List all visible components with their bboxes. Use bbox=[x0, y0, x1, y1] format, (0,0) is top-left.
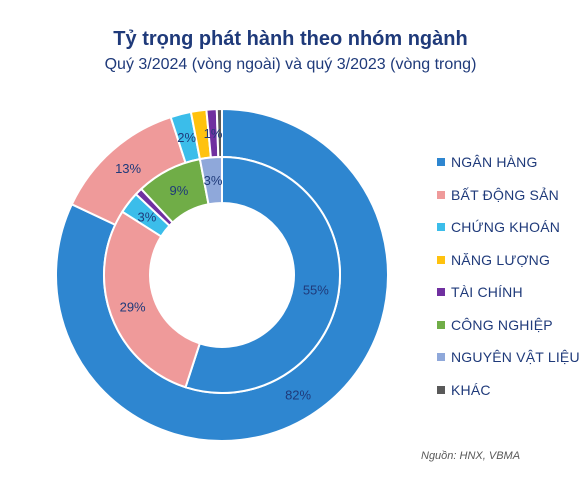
legend-swatch bbox=[437, 288, 445, 297]
legend-label: KHÁC bbox=[451, 381, 491, 398]
legend-item-cong-nghiep: CÔNG NGHIỆP bbox=[437, 309, 580, 342]
legend-label: BẤT ĐỘNG SẢN bbox=[451, 186, 559, 203]
chart-legend: NGÂN HÀNG BẤT ĐỘNG SẢN CHỨNG KHOÁN NĂNG LƯỢ… bbox=[437, 146, 580, 406]
legend-swatch bbox=[437, 158, 445, 167]
outer-label-bat-dong-san: 13% bbox=[115, 161, 141, 176]
legend-label: NĂNG LƯỢNG bbox=[451, 251, 551, 268]
legend-label: TÀI CHÍNH bbox=[451, 284, 523, 301]
legend-item-nguyen-vat-lieu: NGUYÊN VẬT LIỆU bbox=[437, 341, 580, 374]
inner-slice-ngan-hang bbox=[184, 155, 341, 394]
legend-item-ngan-hang: NGÂN HÀNG bbox=[437, 146, 580, 179]
legend-label: NGUYÊN VẬT LIỆU bbox=[451, 349, 580, 366]
inner-label-cong-nghiep: 9% bbox=[169, 183, 188, 198]
chart-subtitle: Quý 3/2024 (vòng ngoài) và quý 3/2023 (v… bbox=[104, 56, 477, 73]
inner-slice-nguyen-vat-lieu bbox=[198, 155, 223, 206]
legend-label: CÔNG NGHIỆP bbox=[451, 316, 553, 333]
legend-label: CHỨNG KHOÁN bbox=[451, 219, 561, 236]
outer-label-tai-chinh: 1% bbox=[204, 126, 223, 141]
legend-swatch bbox=[437, 223, 445, 232]
outer-label-chung-khoan: 2% bbox=[177, 130, 196, 145]
legend-swatch bbox=[437, 353, 445, 362]
legend-item-khac: KHÁC bbox=[437, 374, 580, 407]
outer-label-ngan-hang: 82% bbox=[285, 387, 311, 402]
chart-title: Tỷ trọng phát hành theo nhóm ngành bbox=[113, 28, 468, 50]
legend-swatch bbox=[437, 190, 445, 199]
legend-item-nang-luong: NĂNG LƯỢNG bbox=[437, 244, 580, 277]
legend-item-chung-khoan: CHỨNG KHOÁN bbox=[437, 211, 580, 244]
legend-label: NGÂN HÀNG bbox=[451, 154, 538, 171]
inner-slice-bat-dong-san bbox=[103, 210, 202, 389]
source-note: Nguồn: HNX, VBMA bbox=[421, 450, 521, 462]
inner-label-bat-dong-san: 29% bbox=[120, 300, 146, 315]
legend-swatch bbox=[437, 320, 445, 329]
legend-swatch bbox=[437, 255, 445, 264]
inner-label-nguyen-vat-lieu: 3% bbox=[204, 173, 223, 188]
legend-item-tai-chinh: TÀI CHÍNH bbox=[437, 276, 580, 309]
inner-label-chung-khoan: 3% bbox=[138, 209, 157, 224]
legend-swatch bbox=[437, 385, 445, 394]
inner-label-ngan-hang: 55% bbox=[303, 282, 329, 297]
legend-item-bat-dong-san: BẤT ĐỘNG SẢN bbox=[437, 179, 580, 212]
